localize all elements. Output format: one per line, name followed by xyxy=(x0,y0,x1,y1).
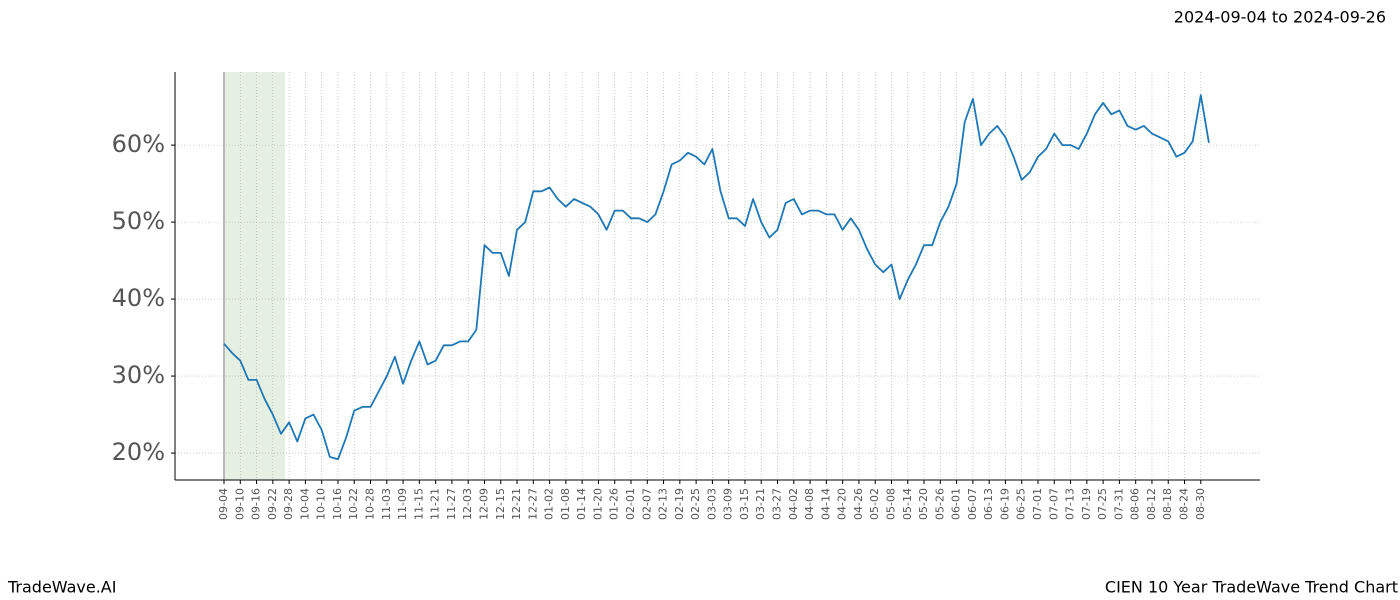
x-tick-label: 04-26 xyxy=(852,488,865,520)
x-tick-label: 09-10 xyxy=(233,488,246,520)
x-tick-label: 03-09 xyxy=(722,488,735,520)
x-tick-label: 04-08 xyxy=(803,488,816,520)
x-tick-label: 04-02 xyxy=(787,488,800,520)
x-tick-label: 10-10 xyxy=(315,488,328,520)
x-tick-label: 12-27 xyxy=(526,488,539,520)
x-tick-label: 07-13 xyxy=(1064,488,1077,520)
x-tick-label: 11-27 xyxy=(445,488,458,520)
x-tick-label: 05-14 xyxy=(901,488,914,520)
x-tick-label: 03-27 xyxy=(771,488,784,520)
x-tick-label: 12-09 xyxy=(477,488,490,520)
x-tick-label: 11-09 xyxy=(396,488,409,520)
x-tick-label: 05-20 xyxy=(917,488,930,520)
x-tick-label: 07-25 xyxy=(1096,488,1109,520)
shaded-range xyxy=(224,72,286,480)
x-tick-label: 03-15 xyxy=(738,488,751,520)
x-tick-label: 10-28 xyxy=(364,488,377,520)
x-tick-label: 12-15 xyxy=(494,488,507,520)
x-tick-label: 02-25 xyxy=(689,488,702,520)
x-tick-label: 04-14 xyxy=(819,488,832,520)
x-tick-label: 02-07 xyxy=(640,488,653,520)
x-tick-label: 07-31 xyxy=(1112,488,1125,520)
x-tick-label: 05-02 xyxy=(868,488,881,520)
x-tick-label: 07-07 xyxy=(1047,488,1060,520)
y-tick-label: 50% xyxy=(112,207,165,235)
x-tick-label: 01-26 xyxy=(608,488,621,520)
x-tick-label: 06-07 xyxy=(966,488,979,520)
x-tick-label: 06-25 xyxy=(1015,488,1028,520)
x-tick-label: 09-16 xyxy=(250,488,263,520)
x-tick-label: 08-12 xyxy=(1145,488,1158,520)
x-tick-label: 12-21 xyxy=(510,488,523,520)
x-tick-label: 06-01 xyxy=(950,488,963,520)
y-tick-label: 20% xyxy=(112,438,165,466)
x-tick-label: 07-19 xyxy=(1080,488,1093,520)
x-tick-label: 10-16 xyxy=(331,488,344,520)
x-tick-label: 11-21 xyxy=(429,488,442,520)
x-tick-label: 05-26 xyxy=(933,488,946,520)
date-range: 2024-09-04 to 2024-09-26 xyxy=(1174,8,1386,27)
y-tick-label: 60% xyxy=(112,130,165,158)
x-tick-label: 01-20 xyxy=(591,488,604,520)
x-tick-label: 11-03 xyxy=(380,488,393,520)
x-tick-label: 08-18 xyxy=(1161,488,1174,520)
x-tick-label: 09-28 xyxy=(282,488,295,520)
trend-line xyxy=(223,94,1210,461)
x-tick-label: 02-01 xyxy=(624,488,637,520)
x-tick-label: 12-03 xyxy=(461,488,474,520)
x-tick-label: 03-03 xyxy=(705,488,718,520)
x-tick-label: 02-19 xyxy=(673,488,686,520)
x-tick-label: 01-02 xyxy=(543,488,556,520)
x-tick-label: 04-20 xyxy=(836,488,849,520)
x-tick-label: 05-08 xyxy=(884,488,897,520)
x-tick-label: 08-24 xyxy=(1178,488,1191,520)
x-tick-label: 01-14 xyxy=(575,488,588,520)
x-tick-label: 09-04 xyxy=(217,488,230,520)
chart-name: CIEN 10 Year TradeWave Trend Chart xyxy=(1105,578,1398,597)
x-tick-label: 08-30 xyxy=(1194,488,1207,520)
brand: TradeWave.AI xyxy=(7,578,116,597)
x-tick-label: 06-13 xyxy=(982,488,995,520)
y-tick-label: 40% xyxy=(112,284,165,312)
x-tick-label: 06-19 xyxy=(998,488,1011,520)
x-tick-label: 10-22 xyxy=(347,488,360,520)
x-tick-label: 01-08 xyxy=(559,488,572,520)
x-tick-label: 02-13 xyxy=(657,488,670,520)
x-tick-label: 10-04 xyxy=(298,488,311,520)
x-tick-label: 03-21 xyxy=(754,488,767,520)
x-tick-label: 11-15 xyxy=(412,488,425,520)
x-tick-label: 08-06 xyxy=(1129,488,1142,520)
x-tick-label: 07-01 xyxy=(1031,488,1044,520)
x-tick-label: 09-22 xyxy=(266,488,279,520)
y-tick-label: 30% xyxy=(112,361,165,389)
